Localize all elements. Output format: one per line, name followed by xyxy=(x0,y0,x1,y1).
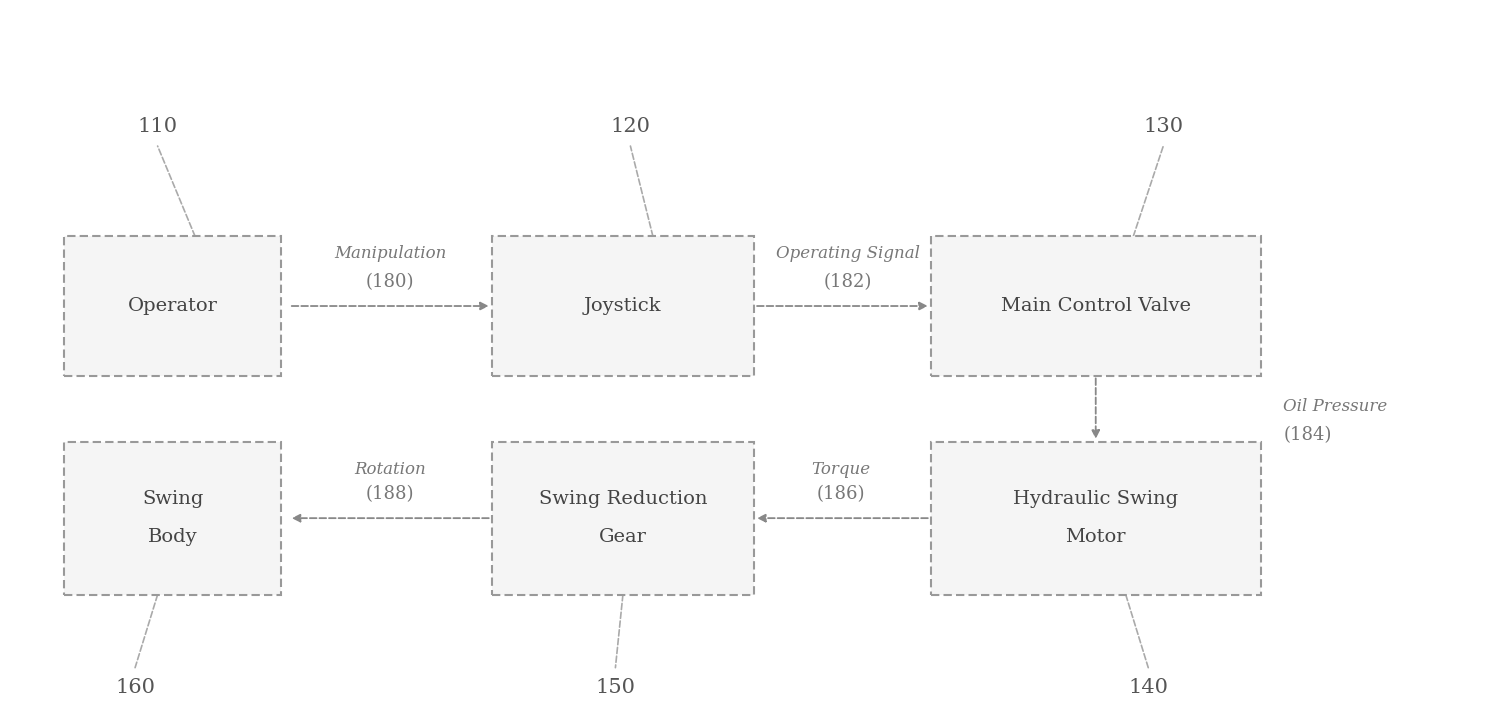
FancyBboxPatch shape xyxy=(65,442,282,594)
FancyBboxPatch shape xyxy=(492,442,754,594)
Text: Operating Signal: Operating Signal xyxy=(776,245,920,262)
Text: Main Control Valve: Main Control Valve xyxy=(1001,297,1190,315)
Text: Operator: Operator xyxy=(128,297,218,315)
FancyBboxPatch shape xyxy=(492,236,754,376)
FancyBboxPatch shape xyxy=(65,236,282,376)
Text: Hydraulic Swing: Hydraulic Swing xyxy=(1013,490,1178,508)
Text: Torque: Torque xyxy=(811,461,871,478)
Text: Rotation: Rotation xyxy=(354,461,426,478)
Text: (188): (188) xyxy=(366,485,414,503)
Text: (184): (184) xyxy=(1283,426,1331,444)
Text: Swing: Swing xyxy=(143,490,203,508)
Text: (180): (180) xyxy=(366,273,414,291)
Text: Oil Pressure: Oil Pressure xyxy=(1283,398,1387,416)
Text: (182): (182) xyxy=(824,273,872,291)
Text: 160: 160 xyxy=(116,678,155,697)
Text: 110: 110 xyxy=(138,116,177,135)
Text: Joystick: Joystick xyxy=(584,297,662,315)
Text: 140: 140 xyxy=(1129,678,1168,697)
Text: Motor: Motor xyxy=(1066,529,1126,546)
Text: Swing Reduction: Swing Reduction xyxy=(539,490,707,508)
FancyBboxPatch shape xyxy=(931,442,1261,594)
Text: 150: 150 xyxy=(596,678,635,697)
Text: Body: Body xyxy=(147,529,198,546)
Text: Gear: Gear xyxy=(599,529,647,546)
FancyBboxPatch shape xyxy=(931,236,1261,376)
Text: 120: 120 xyxy=(611,116,650,135)
Text: (186): (186) xyxy=(817,485,865,503)
Text: Manipulation: Manipulation xyxy=(335,245,446,262)
Text: 130: 130 xyxy=(1144,116,1183,135)
